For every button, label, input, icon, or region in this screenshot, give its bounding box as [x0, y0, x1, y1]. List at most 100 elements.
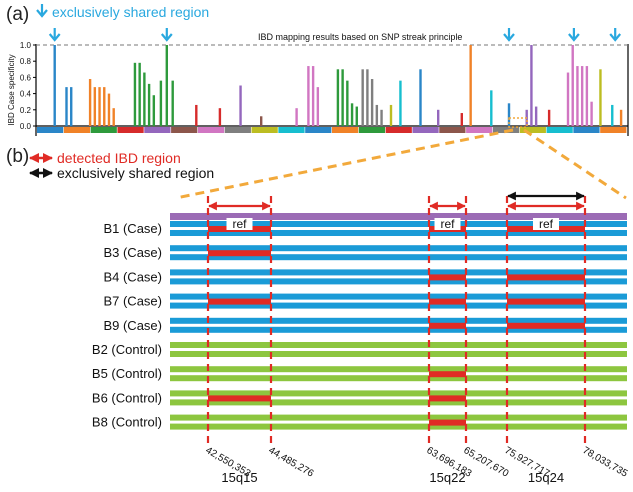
chromosome-segment	[144, 127, 171, 133]
bar	[389, 104, 393, 126]
legend-exclusive-text: exclusively shared region	[57, 165, 214, 181]
bar	[107, 93, 111, 126]
ibd-segment	[429, 371, 466, 378]
bar	[576, 66, 579, 126]
ibd-segment	[208, 250, 271, 257]
haplotype-bar-upper	[170, 221, 627, 227]
zoom-line-left	[175, 128, 514, 200]
haplotype-chart: B1 (Case) B3 (Case) B4 (Case) B7 (Case) B9 (…	[92, 191, 630, 485]
y-tick-label: 1.0	[20, 41, 32, 50]
sample-label: B5 (Control)	[92, 366, 162, 381]
chromosome-segment	[37, 127, 64, 133]
bar	[143, 72, 146, 126]
bar	[239, 85, 242, 126]
haplotype-bar-upper	[170, 366, 627, 373]
haplotype-bar-lower	[170, 302, 627, 309]
ibd-segment	[429, 298, 466, 305]
bar	[419, 69, 422, 126]
ref-label-bg	[434, 218, 461, 230]
y-axis-label: IBD Case specificity	[7, 54, 16, 125]
y-tick-labels: 1.0 0.8 0.6 0.4 0.2 0.0	[20, 41, 36, 131]
panel-a-legend-text: exclusively shared region	[52, 4, 209, 20]
bar	[103, 87, 106, 126]
exclusive-arrow-head	[609, 33, 622, 42]
bar	[93, 87, 97, 126]
chromosome-segment	[573, 127, 600, 133]
chromosome-segment	[224, 127, 251, 133]
exclusive-region-arrows	[48, 28, 622, 42]
bar	[65, 87, 68, 126]
exclusive-arrow-head	[48, 33, 61, 42]
chromosome-segment	[197, 127, 225, 133]
ibd-segment	[429, 322, 466, 329]
panel-b-label: (b)	[6, 146, 29, 167]
bars	[53, 45, 623, 126]
haplotype-bar-lower	[170, 375, 627, 382]
bar	[590, 101, 593, 126]
ref-label: ref	[232, 217, 247, 231]
bar	[311, 66, 315, 126]
bar	[346, 80, 349, 126]
sample-rows: B1 (Case) B3 (Case) B4 (Case) B7 (Case) B9 (…	[92, 217, 627, 430]
chromosome-segment	[90, 127, 117, 133]
bar	[571, 45, 574, 126]
chromosome-segment	[358, 127, 386, 133]
sample-label: B4 (Case)	[103, 269, 162, 284]
ibd-segment	[507, 322, 585, 329]
y-tick-label: 0.2	[20, 106, 32, 115]
sample-label: B9 (Case)	[103, 318, 162, 333]
sample-label: B6 (Control)	[92, 390, 162, 405]
legend-detected-text: detected IBD region	[57, 150, 181, 166]
y-tick-label: 0.8	[20, 57, 32, 66]
bar	[530, 45, 533, 126]
ref-label: ref	[539, 217, 554, 231]
chromosome-segment	[385, 127, 412, 133]
panel-a-label: (a)	[6, 4, 29, 25]
bar	[469, 45, 472, 126]
bar	[534, 106, 538, 126]
haplotype-bar-lower	[170, 399, 627, 406]
y-tick-label: 0.6	[20, 73, 32, 82]
bar	[507, 103, 511, 126]
bar	[133, 62, 137, 126]
bar	[336, 69, 340, 126]
ibd-segment	[208, 395, 271, 402]
bar	[566, 72, 570, 126]
haplotype-bar-lower	[170, 423, 627, 430]
bar	[88, 79, 92, 126]
bar	[218, 108, 222, 126]
haplotype-bar-upper	[170, 342, 627, 348]
bar	[165, 45, 168, 126]
chromosome-segment	[600, 127, 627, 133]
region-name-label: 15q15	[221, 470, 257, 485]
exclusive-arrow-head	[568, 33, 580, 42]
bar	[619, 109, 623, 126]
bar	[611, 104, 614, 126]
sample-label: B8 (Control)	[92, 415, 162, 430]
bar	[370, 79, 374, 126]
bar	[366, 69, 369, 126]
chromosome-segment	[466, 127, 493, 133]
zoom-line-right	[523, 128, 627, 200]
chromosome-strip	[37, 127, 627, 133]
region-name-label: 15q22	[429, 470, 465, 485]
ibd-bar-chart: IBD mapping results based on SNP streak …	[7, 28, 629, 136]
top-chromosome-bar	[170, 213, 627, 220]
haplotype-bar-lower	[170, 230, 627, 236]
haplotype-bar-upper	[170, 269, 627, 276]
chromosome-segment	[251, 127, 278, 133]
ibd-segment	[507, 298, 585, 305]
sample-label: B1 (Case)	[103, 221, 162, 236]
sample-label: B7 (Case)	[103, 294, 162, 309]
bar	[361, 69, 364, 126]
bar	[138, 62, 141, 126]
haplotype-bar-upper	[170, 245, 627, 252]
sample-label: B2 (Control)	[92, 342, 162, 357]
ref-label: ref	[440, 217, 455, 231]
ibd-segment	[208, 298, 271, 305]
bar	[350, 103, 354, 126]
bar	[112, 108, 115, 126]
bar	[341, 69, 344, 126]
exclusive-arrow-head	[503, 33, 515, 42]
